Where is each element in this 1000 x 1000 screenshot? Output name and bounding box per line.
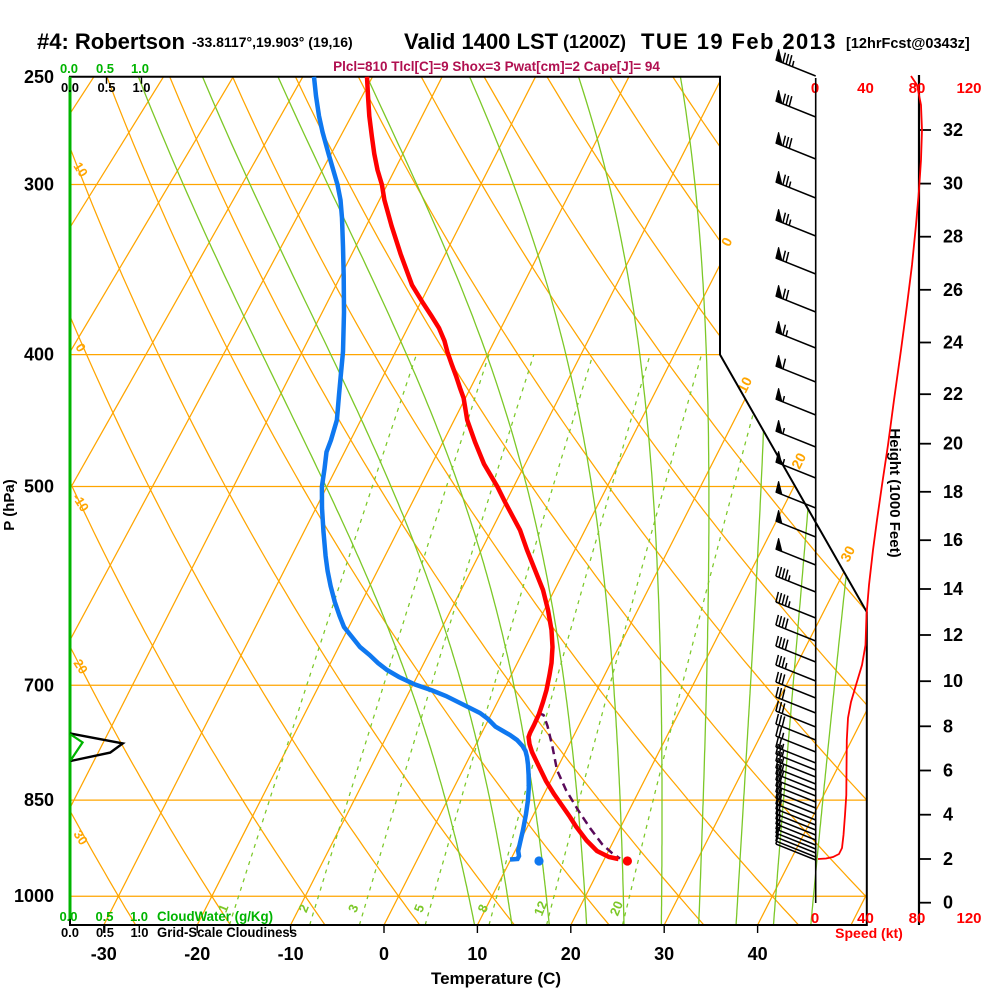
svg-text:0.5: 0.5 <box>96 61 114 76</box>
svg-text:0: 0 <box>811 910 819 927</box>
svg-text:-10: -10 <box>278 944 304 964</box>
svg-text:1.0: 1.0 <box>130 925 148 940</box>
svg-text:30: 30 <box>654 944 674 964</box>
svg-text:850: 850 <box>24 790 54 810</box>
svg-text:120: 120 <box>956 910 981 927</box>
svg-text:10: 10 <box>467 944 487 964</box>
svg-text:0: 0 <box>379 944 389 964</box>
svg-text:80: 80 <box>909 910 926 927</box>
svg-text:(1200Z): (1200Z) <box>563 32 626 52</box>
svg-text:500: 500 <box>24 477 54 497</box>
svg-text:0.0: 0.0 <box>61 925 79 940</box>
svg-text:0.0: 0.0 <box>61 80 79 95</box>
svg-text:0.0: 0.0 <box>60 61 78 76</box>
svg-text:30: 30 <box>837 543 858 564</box>
svg-text:10: 10 <box>943 671 963 691</box>
svg-text:22: 22 <box>943 384 963 404</box>
svg-text:20: 20 <box>607 899 626 918</box>
svg-text:40: 40 <box>748 944 768 964</box>
svg-text:0.5: 0.5 <box>95 909 113 924</box>
svg-text:400: 400 <box>24 345 54 365</box>
svg-text:4: 4 <box>943 805 953 825</box>
svg-text:30: 30 <box>71 827 91 847</box>
svg-text:1.0: 1.0 <box>131 61 149 76</box>
svg-text:0.0: 0.0 <box>59 909 77 924</box>
svg-text:8: 8 <box>943 716 953 736</box>
svg-text:20: 20 <box>561 944 581 964</box>
svg-text:Valid 1400 LST: Valid 1400 LST <box>404 29 559 54</box>
svg-text:30: 30 <box>943 174 963 194</box>
svg-text:P (hPa): P (hPa) <box>1 479 18 530</box>
svg-text:0.5: 0.5 <box>96 925 114 940</box>
svg-text:Plcl=810 Tlcl[C]=9 Shox=3 Pwat: Plcl=810 Tlcl[C]=9 Shox=3 Pwat[cm]=2 Cap… <box>333 59 660 74</box>
svg-text:Temperature (C): Temperature (C) <box>431 969 561 988</box>
svg-text:CloudWater (g/Kg): CloudWater (g/Kg) <box>157 908 273 924</box>
svg-text:TUE 19 Feb 2013: TUE 19 Feb 2013 <box>641 29 837 54</box>
svg-text:1000: 1000 <box>14 886 54 906</box>
svg-text:28: 28 <box>943 227 963 247</box>
svg-text:12: 12 <box>943 625 963 645</box>
svg-text:6: 6 <box>943 761 953 781</box>
svg-text:#4: Robertson: #4: Robertson <box>37 29 185 54</box>
svg-text:32: 32 <box>943 120 963 140</box>
svg-text:20: 20 <box>71 656 91 676</box>
svg-text:300: 300 <box>24 175 54 195</box>
svg-text:40: 40 <box>857 80 874 97</box>
svg-text:14: 14 <box>943 579 963 599</box>
svg-text:16: 16 <box>943 530 963 550</box>
svg-text:-33.8117°,19.903° (19,16): -33.8117°,19.903° (19,16) <box>192 34 353 50</box>
svg-text:Height (1000 Feet): Height (1000 Feet) <box>886 428 903 557</box>
svg-text:-20: -20 <box>184 944 210 964</box>
svg-text:26: 26 <box>943 280 963 300</box>
svg-text:700: 700 <box>24 675 54 695</box>
svg-text:[12hrFcst@0343z]: [12hrFcst@0343z] <box>846 36 970 52</box>
svg-text:2: 2 <box>943 849 953 869</box>
svg-text:20: 20 <box>788 450 809 471</box>
svg-text:24: 24 <box>943 333 963 353</box>
svg-text:-30: -30 <box>91 944 117 964</box>
svg-text:250: 250 <box>24 67 54 87</box>
svg-text:Grid-Scale Cloudiness: Grid-Scale Cloudiness <box>157 924 297 940</box>
svg-text:1.0: 1.0 <box>130 909 148 924</box>
svg-text:Speed (kt): Speed (kt) <box>835 925 903 941</box>
svg-text:12: 12 <box>531 899 550 918</box>
svg-text:18: 18 <box>943 482 963 502</box>
svg-text:120: 120 <box>956 80 981 97</box>
svg-text:40: 40 <box>857 910 874 927</box>
svg-text:10: 10 <box>71 159 91 179</box>
svg-text:1.0: 1.0 <box>132 80 150 95</box>
svg-text:20: 20 <box>943 434 963 454</box>
svg-text:0.5: 0.5 <box>97 80 115 95</box>
svg-text:0: 0 <box>943 893 953 913</box>
